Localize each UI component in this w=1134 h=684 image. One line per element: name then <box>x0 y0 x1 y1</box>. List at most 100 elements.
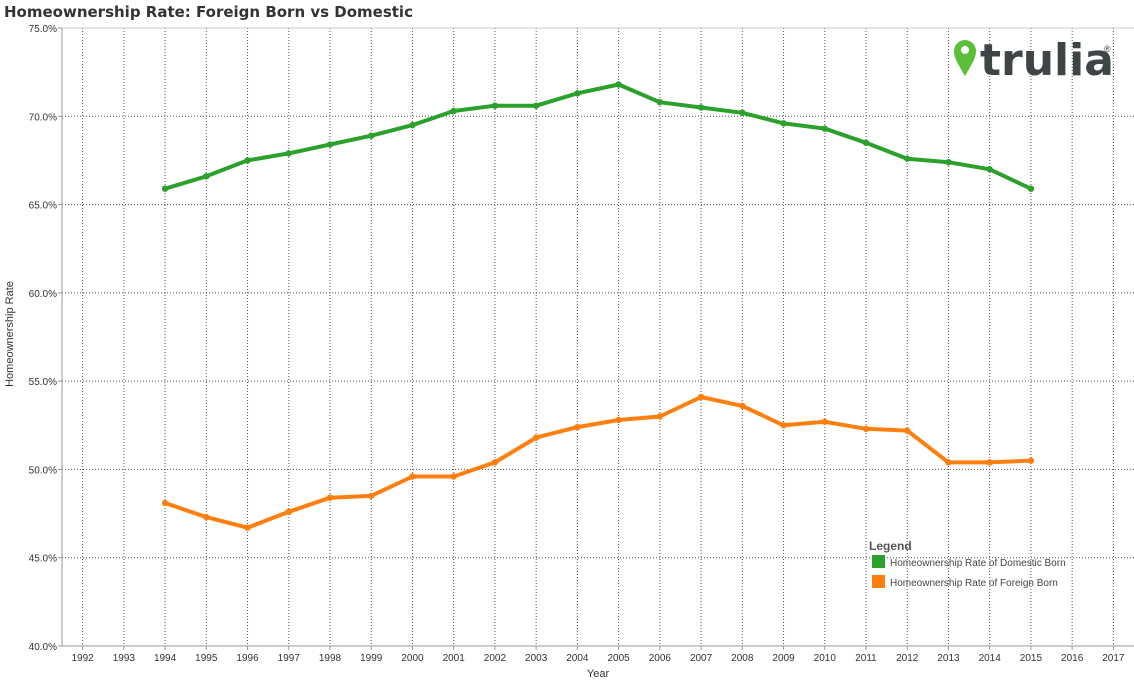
legend-swatch-foreign <box>872 575 885 588</box>
data-point <box>945 459 952 466</box>
y-tick-label: 75.0% <box>29 24 57 35</box>
registered-mark: ® <box>1104 44 1111 54</box>
data-point <box>203 173 210 180</box>
x-tick-label: 2015 <box>1020 653 1043 664</box>
data-point <box>986 459 993 466</box>
series-line <box>163 395 1033 530</box>
x-tick-label: 1999 <box>360 653 383 664</box>
data-point <box>821 125 828 132</box>
x-tick-label: 2008 <box>731 653 754 664</box>
data-point <box>244 157 251 164</box>
y-tick-label: 40.0% <box>29 642 57 653</box>
chart-title: Homeownership Rate: Foreign Born vs Dome… <box>4 3 413 21</box>
data-point <box>615 416 622 424</box>
data-point <box>574 423 581 431</box>
data-point <box>491 459 499 466</box>
data-point <box>821 418 828 425</box>
x-tick-label: 2003 <box>525 653 548 664</box>
x-tick-label: 2010 <box>814 653 837 664</box>
data-point <box>491 102 499 109</box>
data-point <box>615 81 622 88</box>
data-point <box>862 425 870 433</box>
data-point <box>326 141 334 148</box>
grid <box>58 27 1134 650</box>
data-point <box>697 104 705 111</box>
data-point <box>904 427 911 434</box>
legend-label-domestic: Homeownership Rate of Domestic Born <box>890 558 1066 569</box>
data-point <box>203 513 210 521</box>
data-point <box>986 166 993 173</box>
data-point <box>862 139 870 146</box>
series-domestic-born <box>161 81 1035 192</box>
data-point <box>780 422 787 429</box>
data-point <box>1027 185 1035 192</box>
data-point <box>409 473 416 480</box>
data-point <box>656 98 664 106</box>
y-axis-title: Homeownership Rate <box>4 281 16 387</box>
y-tick-label: 45.0% <box>29 554 57 565</box>
trulia-logo: trulia ® <box>954 35 1114 86</box>
x-tick-label: 1997 <box>278 653 301 664</box>
x-axis-title: Year <box>587 668 610 680</box>
data-point <box>161 499 169 507</box>
logo-wordmark: trulia <box>980 35 1114 86</box>
series <box>161 81 1035 531</box>
x-tick-label: 2017 <box>1102 653 1125 664</box>
data-point <box>409 121 416 129</box>
x-tick-label: 2001 <box>443 653 466 664</box>
x-tick-label: 2005 <box>607 653 630 664</box>
data-point <box>368 132 375 139</box>
x-tick-label: 2012 <box>896 653 919 664</box>
data-point <box>285 150 292 157</box>
x-tick-label: 2000 <box>401 653 424 664</box>
series-foreign-born <box>161 393 1035 531</box>
data-point <box>574 90 581 97</box>
data-point <box>739 402 746 410</box>
data-point <box>161 185 169 192</box>
data-point <box>450 107 457 115</box>
data-point <box>945 158 952 166</box>
x-tick-label: 1993 <box>113 653 136 664</box>
x-tick-label: 1992 <box>71 653 94 664</box>
y-tick-label: 50.0% <box>29 465 57 476</box>
data-point <box>285 508 292 516</box>
data-point <box>326 494 334 501</box>
legend: Legend Homeownership Rate of Domestic Bo… <box>869 539 1066 589</box>
data-point <box>532 434 540 441</box>
data-point <box>368 492 375 500</box>
data-point <box>532 102 540 109</box>
x-tick-label: 2009 <box>772 653 795 664</box>
location-pin-icon <box>954 40 976 76</box>
x-tick-label: 2004 <box>566 653 589 664</box>
data-point <box>780 120 787 127</box>
data-point <box>739 109 746 116</box>
data-point <box>450 473 457 480</box>
data-point <box>656 413 664 420</box>
legend-swatch-domestic <box>872 555 885 568</box>
x-tick-label: 2016 <box>1061 653 1084 664</box>
x-tick-label: 2002 <box>484 653 507 664</box>
y-tick-label: 60.0% <box>29 289 57 300</box>
axes <box>61 27 1134 647</box>
data-point <box>1027 457 1035 464</box>
y-tick-label: 55.0% <box>29 377 57 388</box>
data-point <box>904 155 911 162</box>
data-point <box>244 524 251 531</box>
x-tick-label: 2014 <box>979 653 1002 664</box>
legend-title: Legend <box>869 539 912 553</box>
y-tick-labels: 40.0% 45.0% 50.0% 55.0% 60.0% 65.0% 70.0% 75.0% <box>29 24 57 653</box>
series-line <box>163 82 1033 191</box>
x-tick-label: 2007 <box>690 653 713 664</box>
x-tick-label: 1994 <box>154 653 177 664</box>
legend-label-foreign: Homeownership Rate of Foreign Born <box>890 578 1058 589</box>
x-tick-label: 1998 <box>319 653 342 664</box>
x-tick-label: 1995 <box>195 653 218 664</box>
x-tick-label: 2006 <box>649 653 672 664</box>
x-tick-label: 2011 <box>855 653 877 664</box>
x-tick-labels: 1992 1993 1994 1995 1996 1997 1998 1999 2000 2001… <box>71 653 1124 664</box>
data-point <box>697 393 705 401</box>
x-tick-label: 1996 <box>236 653 259 664</box>
y-tick-label: 65.0% <box>29 201 57 212</box>
x-tick-label: 2013 <box>937 653 960 664</box>
